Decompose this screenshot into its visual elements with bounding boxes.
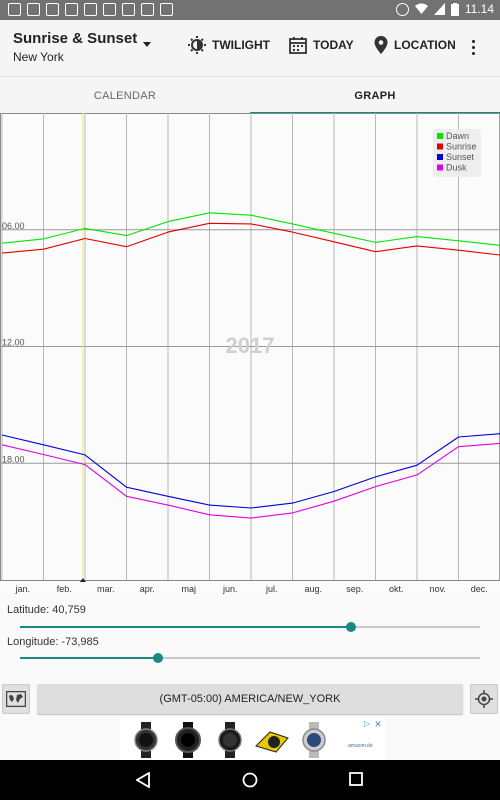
location-name: New York (13, 50, 64, 64)
mail-notification-icon (27, 3, 40, 16)
tab-graph[interactable]: GRAPH (354, 89, 396, 102)
shop-notification-icon (122, 3, 135, 16)
tab-calendar[interactable]: CALENDAR (93, 89, 157, 102)
x-tick-label: jun. (222, 584, 238, 594)
today-marker-icon (79, 578, 86, 582)
gps-target-icon (475, 690, 493, 708)
watch-product-image[interactable] (170, 722, 206, 758)
x-tick-label: jan. (14, 584, 30, 594)
shop-notification-icon (141, 3, 154, 16)
longitude-slider-fill (20, 657, 158, 659)
watch-product-image[interactable] (212, 722, 248, 758)
legend-background (433, 129, 481, 177)
shield-notification-icon (84, 3, 97, 16)
x-tick-label: aug. (304, 584, 322, 594)
legend-swatch (437, 143, 443, 150)
ad-choices-icon[interactable]: ▷ (363, 719, 371, 728)
world-map-icon (6, 691, 26, 707)
navigation-bar (0, 760, 500, 800)
sun-times-graph: 06.00 12.00 18.00 2017 jan. feb. mar. apr. maj ju… (0, 113, 500, 598)
chevron-down-icon[interactable] (143, 42, 151, 47)
map-button[interactable] (2, 684, 30, 714)
series-dusk-line (1, 442, 500, 519)
ad-close-icon[interactable]: ✕ (374, 719, 382, 729)
x-tick-label: nov. (430, 584, 446, 594)
x-tick-label: jul. (265, 584, 278, 594)
mail-notification-icon (65, 3, 78, 16)
location-pin-icon (374, 36, 388, 54)
x-tick-label: maj (181, 584, 196, 594)
x-tick-label: apr. (140, 584, 155, 594)
x-tick-label: mar. (97, 584, 115, 594)
location-label: LOCATION (394, 38, 456, 52)
timezone-button[interactable]: (GMT-05:00) AMERICA/NEW_YORK (37, 684, 463, 714)
do-not-disturb-icon (395, 2, 409, 16)
status-right: 11.14 (395, 2, 494, 16)
back-icon[interactable] (136, 772, 150, 788)
home-icon[interactable] (242, 772, 258, 788)
watch-product-image[interactable] (128, 722, 164, 758)
x-tick-label: okt. (389, 584, 404, 594)
legend-entry: Dusk (446, 163, 467, 173)
notification-icons (8, 3, 173, 16)
watch-product-image[interactable] (254, 722, 290, 758)
latitude-slider-fill (20, 626, 352, 628)
recents-icon[interactable] (349, 772, 363, 786)
gps-button[interactable] (470, 684, 498, 714)
ad-brand[interactable]: amazon.de (348, 743, 373, 749)
series-sunset-line (1, 433, 500, 509)
app-title: Sunrise & Sunset (13, 30, 138, 47)
latitude-slider[interactable] (20, 622, 480, 632)
wifi-icon (414, 3, 428, 14)
legend-entry: Sunset (446, 152, 475, 162)
tab-bar: CALENDAR GRAPH (0, 76, 500, 114)
y-tick-label: 18.00 (2, 454, 25, 464)
clock: 11.14 (464, 2, 494, 16)
x-tick-label: sep. (346, 584, 363, 594)
series-sunrise-line (1, 222, 500, 256)
download-notification-icon (160, 3, 173, 16)
legend-entry: Dawn (446, 131, 469, 141)
twilight-button[interactable]: TWILIGHT (188, 36, 270, 54)
legend-swatch (437, 133, 443, 139)
calendar-icon (289, 37, 307, 54)
longitude-label: Longitude: -73,985 (7, 636, 99, 648)
today-button[interactable]: TODAY (289, 36, 354, 54)
today-label: TODAY (313, 38, 354, 52)
series-dawn-line (1, 212, 500, 246)
longitude-slider-thumb[interactable] (153, 653, 163, 663)
android-notification-icon (103, 3, 116, 16)
twilight-label: TWILIGHT (212, 38, 270, 52)
longitude-slider[interactable] (20, 653, 480, 663)
overflow-menu-icon[interactable] (472, 40, 475, 55)
calendar-notification-icon (8, 3, 21, 16)
app-bar: Sunrise & Sunset New York TWILIGHT TODAY… (0, 20, 500, 76)
x-tick-label: feb. (57, 584, 72, 594)
status-bar: 11.14 (0, 0, 500, 20)
ad-banner[interactable]: amazon.de ▷ ✕ (120, 718, 385, 760)
battery-icon (450, 2, 459, 16)
mail-notification-icon (46, 3, 59, 16)
legend-entry: Sunrise (446, 142, 477, 152)
signal-icon (433, 3, 445, 15)
location-spinner[interactable]: Sunrise & Sunset New York (13, 30, 137, 64)
location-button[interactable]: LOCATION (374, 36, 456, 54)
legend-swatch (437, 164, 443, 171)
latitude-label: Latitude: 40,759 (7, 604, 86, 616)
year-label: 2017 (226, 333, 275, 358)
watch-product-image[interactable] (296, 722, 332, 758)
latitude-slider-thumb[interactable] (346, 622, 357, 632)
y-tick-label: 12.00 (2, 338, 25, 348)
legend-swatch (437, 154, 443, 160)
twilight-sun-icon (188, 36, 206, 54)
x-tick-label: dec. (471, 584, 488, 594)
y-tick-label: 06.00 (2, 221, 25, 231)
